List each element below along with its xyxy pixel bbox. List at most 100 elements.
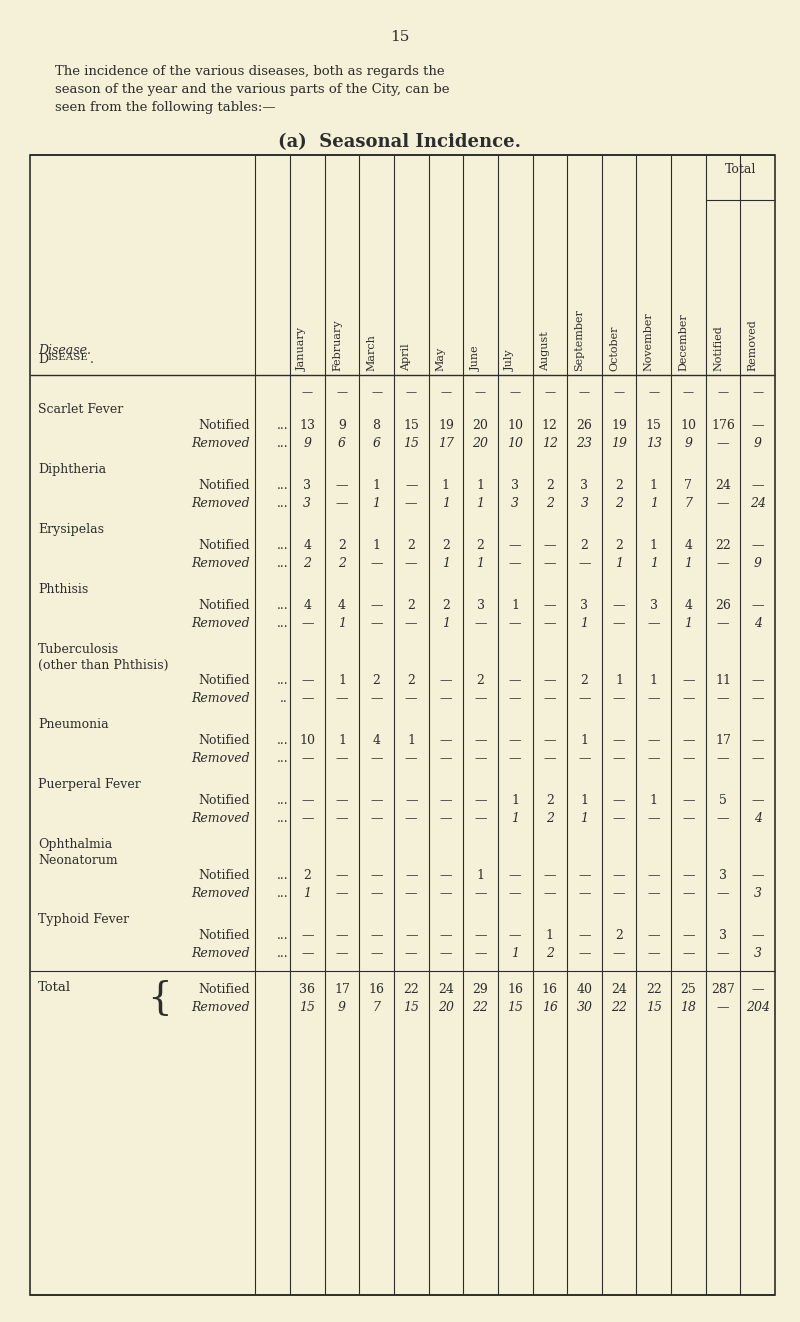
- Text: 1: 1: [650, 479, 658, 492]
- Text: 7: 7: [685, 479, 692, 492]
- Text: 3: 3: [719, 929, 727, 943]
- Text: 4: 4: [338, 599, 346, 612]
- Text: —: —: [370, 812, 383, 825]
- Text: Pneumonia: Pneumonia: [38, 718, 109, 731]
- Text: —: —: [509, 752, 522, 765]
- Text: ...: ...: [276, 617, 288, 631]
- Text: 9: 9: [338, 419, 346, 432]
- Text: —: —: [613, 812, 626, 825]
- Text: 204: 204: [746, 1001, 770, 1014]
- Text: —: —: [751, 479, 764, 492]
- Text: 1: 1: [684, 557, 692, 570]
- Text: 2: 2: [546, 947, 554, 960]
- Text: —: —: [336, 497, 348, 510]
- Text: 15: 15: [403, 419, 419, 432]
- Text: ...: ...: [276, 887, 288, 900]
- Text: —: —: [336, 795, 348, 806]
- Text: 2: 2: [407, 599, 415, 612]
- Text: ...: ...: [276, 599, 288, 612]
- Text: —: —: [647, 752, 660, 765]
- Text: —: —: [682, 929, 694, 943]
- Text: 4: 4: [303, 599, 311, 612]
- Text: 19: 19: [611, 438, 627, 449]
- Text: —: —: [543, 752, 556, 765]
- Text: 12: 12: [542, 438, 558, 449]
- Text: —: —: [751, 599, 764, 612]
- Text: —: —: [647, 734, 660, 747]
- Text: —: —: [405, 812, 418, 825]
- Text: Erysipelas: Erysipelas: [38, 524, 104, 535]
- Text: (other than Phthisis): (other than Phthisis): [38, 658, 169, 672]
- Text: 1: 1: [511, 599, 519, 612]
- Text: 20: 20: [438, 1001, 454, 1014]
- Text: 1: 1: [650, 539, 658, 553]
- Text: —: —: [614, 387, 625, 397]
- Text: 1: 1: [581, 812, 589, 825]
- Text: —: —: [440, 674, 452, 687]
- Text: Neonatorum: Neonatorum: [38, 854, 118, 867]
- Text: 16: 16: [507, 984, 523, 995]
- Text: 2: 2: [615, 539, 623, 553]
- Text: —: —: [440, 795, 452, 806]
- Text: 1: 1: [511, 795, 519, 806]
- Text: Notified: Notified: [198, 734, 250, 747]
- Text: —: —: [613, 617, 626, 631]
- Text: 15: 15: [646, 1001, 662, 1014]
- Text: September: September: [574, 309, 585, 371]
- Text: —: —: [543, 887, 556, 900]
- Text: —: —: [510, 387, 521, 397]
- Text: 3: 3: [511, 497, 519, 510]
- Text: —: —: [717, 887, 730, 900]
- Text: —: —: [751, 929, 764, 943]
- Text: 2: 2: [546, 479, 554, 492]
- Text: —: —: [475, 387, 486, 397]
- Text: —: —: [543, 599, 556, 612]
- Text: 1: 1: [477, 497, 485, 510]
- Text: 2: 2: [338, 539, 346, 553]
- Text: —: —: [543, 869, 556, 882]
- Text: D: D: [38, 353, 48, 366]
- Text: 18: 18: [680, 1001, 696, 1014]
- Text: 17: 17: [715, 734, 731, 747]
- Text: {: {: [148, 981, 172, 1018]
- Text: 2: 2: [338, 557, 346, 570]
- Text: —: —: [647, 947, 660, 960]
- Text: —: —: [336, 752, 348, 765]
- Text: (a)  Seasonal Incidence.: (a) Seasonal Incidence.: [278, 134, 522, 151]
- Text: —: —: [302, 387, 313, 397]
- Text: 9: 9: [303, 438, 311, 449]
- Text: —: —: [336, 691, 348, 705]
- Text: 10: 10: [680, 419, 696, 432]
- Text: —: —: [336, 479, 348, 492]
- Text: —: —: [474, 617, 486, 631]
- Text: —: —: [371, 387, 382, 397]
- Text: 3: 3: [650, 599, 658, 612]
- Text: 1: 1: [338, 674, 346, 687]
- Text: —: —: [751, 419, 764, 432]
- Text: —: —: [647, 869, 660, 882]
- Text: 2: 2: [615, 497, 623, 510]
- Text: Notified: Notified: [198, 984, 250, 995]
- Text: —: —: [301, 812, 314, 825]
- Text: ...: ...: [276, 438, 288, 449]
- Text: ...: ...: [276, 752, 288, 765]
- Text: 8: 8: [373, 419, 381, 432]
- Text: Diphtheria: Diphtheria: [38, 463, 106, 476]
- Text: 3: 3: [511, 479, 519, 492]
- Text: —: —: [301, 929, 314, 943]
- Text: —: —: [682, 869, 694, 882]
- Text: —: —: [682, 752, 694, 765]
- Text: —: —: [752, 387, 763, 397]
- Text: 15: 15: [507, 1001, 523, 1014]
- Text: ...: ...: [276, 674, 288, 687]
- Text: —: —: [543, 617, 556, 631]
- Text: 5: 5: [719, 795, 727, 806]
- Text: 16: 16: [369, 984, 385, 995]
- Text: Removed: Removed: [191, 438, 250, 449]
- Text: —: —: [647, 929, 660, 943]
- Text: ...: ...: [276, 539, 288, 553]
- Text: ...: ...: [276, 812, 288, 825]
- Text: Removed: Removed: [748, 319, 758, 371]
- Text: 2: 2: [581, 539, 589, 553]
- Text: 19: 19: [438, 419, 454, 432]
